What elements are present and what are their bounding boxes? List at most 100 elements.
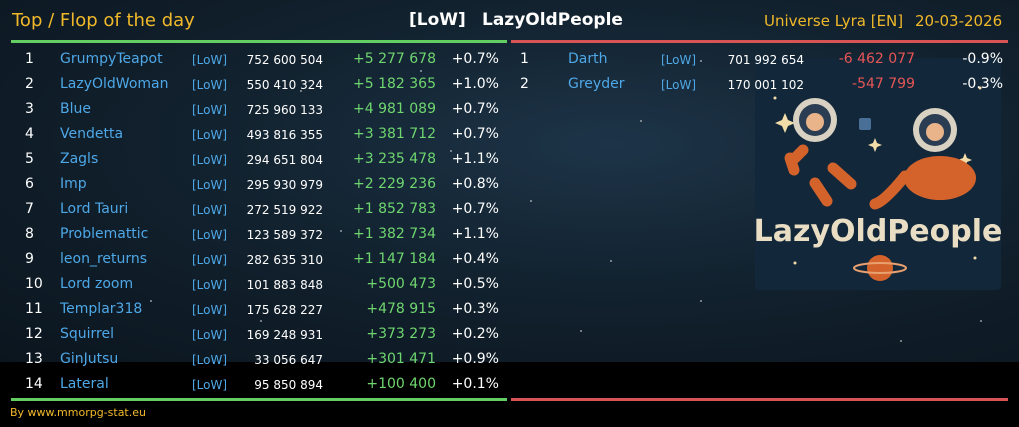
top-rank: 12: [25, 326, 43, 342]
top-change: +100 400: [366, 376, 436, 392]
top-pct: +0.7%: [451, 101, 499, 117]
top-rank: 6: [25, 176, 34, 192]
top-tag: [LoW]: [192, 378, 228, 392]
top-score: 95 850 894: [254, 378, 323, 392]
top-change: +3 381 712: [353, 126, 436, 142]
top-row: 11 Templar318 [LoW] 175 628 227 +478 915 +0.3…: [11, 297, 507, 322]
star-8: [260, 320, 262, 322]
star-2: [450, 150, 452, 152]
flop-name[interactable]: Greyder: [568, 76, 625, 92]
top-change: +2 229 236: [353, 176, 436, 192]
top-pct: +0.7%: [451, 126, 499, 142]
top-score: 295 930 979: [246, 178, 323, 192]
astronauts-logo-icon: LazyOldPeople: [755, 86, 1001, 281]
alliance-tag: [LoW]: [409, 10, 466, 30]
alliance-logo: LazyOldPeople: [755, 58, 1001, 290]
top-row: 2 LazyOldWoman [LoW] 550 410 324 +5 182 365 +…: [11, 72, 507, 97]
top-row: 7 Lord Tauri [LoW] 272 519 922 +1 852 783 +0.…: [11, 197, 507, 222]
star-3: [530, 200, 532, 202]
top-rank: 11: [25, 301, 43, 317]
top-name[interactable]: LazyOldWoman: [60, 76, 169, 92]
logo-text: LazyOldPeople: [755, 214, 1001, 249]
flop-line-lower: [511, 398, 1008, 401]
star-5: [700, 300, 702, 302]
star-12: [150, 300, 152, 302]
flop-score: 170 001 102: [727, 78, 804, 92]
top-pct: +0.7%: [451, 201, 499, 217]
top-tag: [LoW]: [192, 103, 228, 117]
top-row: 12 Squirrel [LoW] 169 248 931 +373 273 +0.2%: [11, 322, 507, 347]
top-row: 8 Problemattic [LoW] 123 589 372 +1 382 734 +…: [11, 222, 507, 247]
top-pct: +1.1%: [451, 226, 499, 242]
top-row: 3 Blue [LoW] 725 960 133 +4 981 089 +0.7%: [11, 97, 507, 122]
top-tag: [LoW]: [192, 128, 228, 142]
top-row: 5 Zagls [LoW] 294 651 804 +3 235 478 +1.1%: [11, 147, 507, 172]
top-change: +4 981 089: [353, 101, 436, 117]
top-rank: 13: [25, 351, 43, 367]
top-tag: [LoW]: [192, 78, 228, 92]
star-9: [580, 330, 582, 332]
top-tag: [LoW]: [192, 178, 228, 192]
top-change: +500 473: [366, 276, 436, 292]
footer-credit: By www.mmorpg-stat.eu: [10, 406, 146, 419]
top-tag: [LoW]: [192, 328, 228, 342]
top-name[interactable]: Templar318: [60, 301, 143, 317]
top-score: 752 600 504: [246, 53, 323, 67]
top-tag: [LoW]: [192, 53, 228, 67]
top-score: 33 056 647: [254, 353, 323, 367]
top-name[interactable]: Blue: [60, 101, 91, 117]
date-label: 20-03-2026: [915, 12, 1003, 30]
top-score: 294 651 804: [246, 153, 323, 167]
top-name[interactable]: Problemattic: [60, 226, 149, 242]
top-name[interactable]: GrumpyTeapot: [60, 51, 163, 67]
top-row: 1 GrumpyTeapot [LoW] 752 600 504 +5 277 678 +…: [11, 47, 507, 72]
star-7: [340, 230, 342, 232]
top-pct: +0.1%: [451, 376, 499, 392]
top-rank: 2: [25, 76, 34, 92]
star-1: [300, 90, 302, 92]
flop-score: 701 992 654: [727, 53, 804, 67]
top-change: +1 382 734: [353, 226, 436, 242]
top-tag: [LoW]: [192, 228, 228, 242]
top-tag: [LoW]: [192, 153, 228, 167]
top-tag: [LoW]: [192, 278, 228, 292]
top-rank: 14: [25, 376, 43, 392]
flop-pct: -0.9%: [962, 51, 1003, 67]
star-11: [980, 320, 982, 322]
star-4: [640, 120, 642, 122]
top-pct: +0.7%: [451, 51, 499, 67]
flop-row: 2 Greyder [LoW] 170 001 102 -547 799 -0.3%: [511, 72, 1008, 97]
top-name[interactable]: Lateral: [60, 376, 109, 392]
alliance-name: LazyOldPeople: [482, 10, 623, 30]
star-0: [120, 60, 122, 62]
top-name[interactable]: Vendetta: [60, 126, 124, 142]
top-name[interactable]: leon_returns: [60, 251, 148, 267]
top-name[interactable]: Lord zoom: [60, 276, 134, 292]
top-score: 272 519 922: [246, 203, 323, 217]
top-pct: +0.8%: [451, 176, 499, 192]
top-rank: 1: [25, 51, 34, 67]
top-name[interactable]: Imp: [60, 176, 87, 192]
top-rank: 8: [25, 226, 34, 242]
flop-name[interactable]: Darth: [568, 51, 608, 67]
top-pct: +0.3%: [451, 301, 499, 317]
top-rank: 10: [25, 276, 43, 292]
page-title: Top / Flop of the day: [12, 10, 195, 31]
top-row: 14 Lateral [LoW] 95 850 894 +100 400 +0.1%: [11, 372, 507, 397]
flop-change: -547 799: [852, 76, 915, 92]
top-score: 123 589 372: [246, 228, 323, 242]
top-rank: 5: [25, 151, 34, 167]
top-score: 550 410 324: [246, 78, 323, 92]
top-name[interactable]: Squirrel: [60, 326, 114, 342]
flop-tag: [LoW]: [661, 53, 697, 67]
top-name[interactable]: Zagls: [60, 151, 99, 167]
star-13: [420, 70, 422, 72]
top-score: 725 960 133: [246, 103, 323, 117]
top-change: +1 852 783: [353, 201, 436, 217]
flop-rank: 2: [520, 76, 529, 92]
top-change: +301 471: [366, 351, 436, 367]
top-name[interactable]: Lord Tauri: [60, 201, 129, 217]
top-line-upper: [11, 40, 507, 43]
flop-line-upper: [511, 40, 1008, 43]
top-name[interactable]: GinJutsu: [60, 351, 119, 367]
